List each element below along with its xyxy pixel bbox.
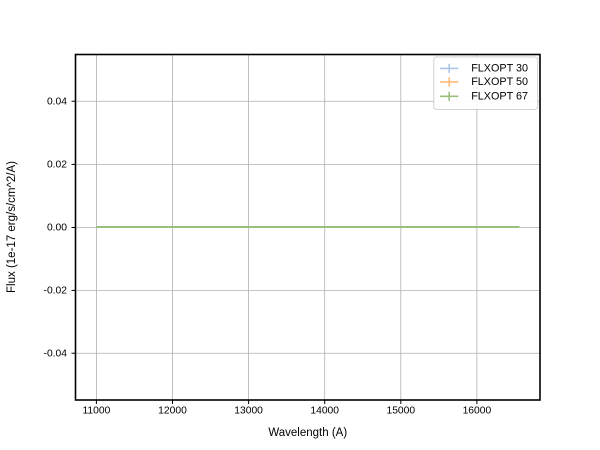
svg-text:0.04: 0.04 xyxy=(47,97,67,108)
svg-text:11000: 11000 xyxy=(82,406,110,417)
svg-text:Wavelength (A): Wavelength (A) xyxy=(268,427,347,439)
svg-text:16000: 16000 xyxy=(463,406,492,417)
svg-text:12000: 12000 xyxy=(158,406,187,417)
svg-text:FLXOPT 50: FLXOPT 50 xyxy=(471,76,528,88)
svg-text:15000: 15000 xyxy=(386,406,415,417)
svg-text:FLXOPT 30: FLXOPT 30 xyxy=(471,63,528,75)
svg-text:Flux (1e-17 erg/s/cm^2/A): Flux (1e-17 erg/s/cm^2/A) xyxy=(6,161,18,293)
svg-text:FLXOPT 67: FLXOPT 67 xyxy=(471,90,528,102)
svg-text:-0.04: -0.04 xyxy=(44,349,68,360)
svg-text:14000: 14000 xyxy=(310,406,339,417)
svg-text:0.02: 0.02 xyxy=(47,160,67,171)
svg-text:13000: 13000 xyxy=(234,406,263,417)
svg-text:-0.02: -0.02 xyxy=(44,286,68,297)
svg-text:0.00: 0.00 xyxy=(47,223,67,234)
